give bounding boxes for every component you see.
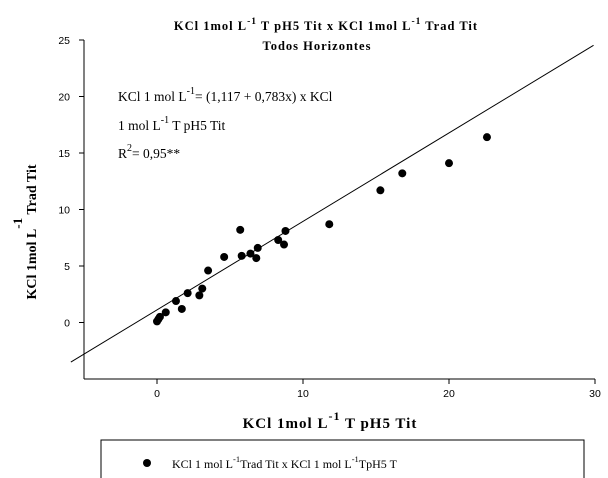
legend-label: KCl 1 mol L-1Trad Tit x KCl 1 mol L-1TpH…: [172, 454, 398, 471]
data-point: [445, 159, 453, 168]
y-tick-label: 20: [58, 92, 70, 104]
y-tick-label: 25: [58, 35, 70, 47]
equation-line2: 1 mol L-1 T pH5 Tit: [118, 115, 226, 133]
data-point: [198, 284, 207, 293]
data-point: [236, 225, 245, 234]
data-point: [161, 308, 170, 317]
y-tick-label: 10: [58, 205, 70, 217]
data-point: [281, 226, 290, 235]
data-point: [280, 240, 289, 249]
data-point: [252, 254, 261, 263]
x-axis-title: KCl 1mol L-1 T pH5 Tit: [243, 409, 418, 432]
y-ticks: 0 5 10 15 20 25: [58, 35, 84, 330]
chart-title-line1: KCl 1mol L-1 T pH5 Tit x KCl 1mol L-1 Tr…: [174, 17, 478, 33]
data-point: [376, 186, 385, 195]
equation-line1: KCl 1 mol L-1= (1,117 + 0,783x) x KCl: [118, 86, 333, 104]
data-point: [195, 291, 204, 300]
data-point: [177, 304, 186, 313]
chart-title-line2: Todos Horizontes: [263, 39, 372, 53]
x-tick-label: 10: [297, 388, 309, 400]
x-tick-label: 0: [154, 388, 160, 400]
data-point: [237, 251, 246, 260]
data-point: [183, 289, 192, 298]
r-squared-label: R2= 0,95**: [118, 143, 180, 161]
y-axis-title: KCl 1mol L-1 Trad Tit: [10, 164, 40, 299]
x-ticks: 0 10 20 30: [154, 379, 601, 400]
data-points: [153, 133, 491, 326]
legend-box: [100, 439, 585, 478]
x-tick-label: 30: [589, 388, 601, 400]
data-point: [171, 297, 180, 306]
data-point: [482, 133, 491, 142]
regression-line: [70, 44, 594, 363]
data-point: [204, 266, 213, 275]
data-point: [220, 252, 229, 261]
legend-marker: [143, 459, 151, 467]
data-point: [398, 169, 407, 178]
y-tick-label: 0: [64, 318, 70, 330]
data-point: [325, 220, 334, 229]
y-tick-label: 5: [64, 261, 70, 273]
data-point: [253, 243, 262, 252]
data-point: [246, 249, 255, 258]
data-point: [274, 236, 283, 245]
data-point: [155, 312, 164, 321]
y-tick-label: 15: [58, 148, 70, 160]
x-tick-label: 20: [443, 388, 455, 400]
